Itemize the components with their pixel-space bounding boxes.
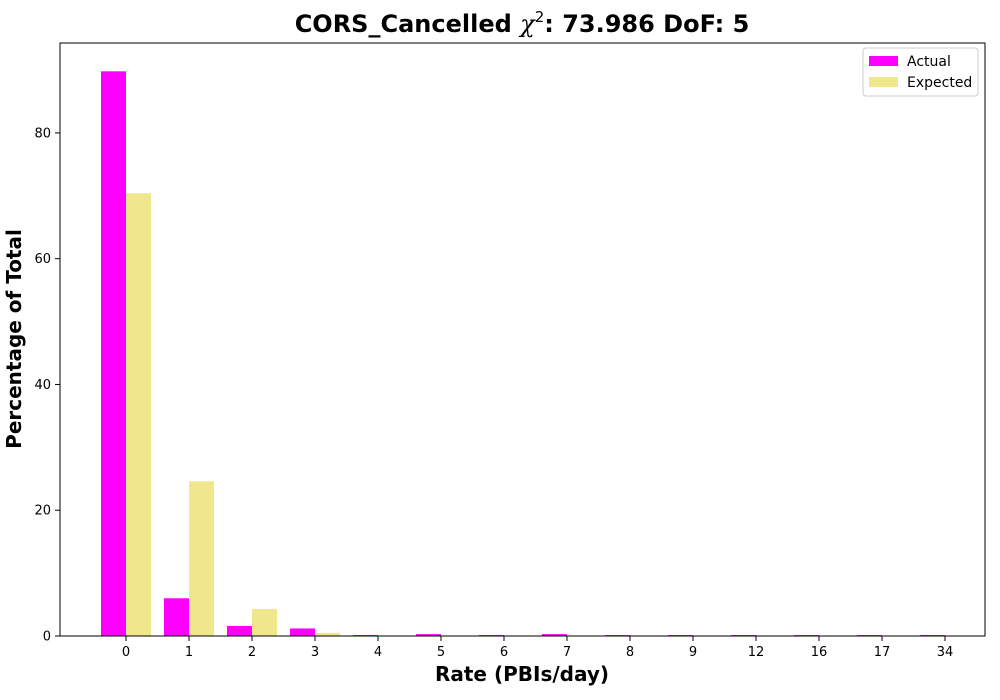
y-tick-label: 0: [43, 630, 51, 645]
x-tick-label: 6: [500, 645, 508, 660]
x-tick-label: 9: [689, 645, 697, 660]
title-sup: 2: [535, 8, 545, 26]
y-axis-label: Percentage of Total: [2, 229, 26, 449]
x-tick-label: 16: [811, 645, 828, 660]
x-tick-label: 1: [185, 645, 193, 660]
bar-actual-7: [542, 634, 567, 636]
y-tick-label: 20: [34, 504, 51, 519]
x-tick-label: 34: [937, 645, 954, 660]
x-axis-label: Rate (PBIs/day): [435, 662, 609, 686]
x-tick-label: 17: [874, 645, 891, 660]
y-tick-label: 40: [34, 378, 51, 393]
bar-actual-3: [290, 628, 315, 636]
x-tick-label: 0: [122, 645, 130, 660]
x-tick-label: 5: [437, 645, 445, 660]
x-tick-label: 7: [563, 645, 571, 660]
y-axis-ticks: 0 20 40 60 80: [34, 126, 60, 645]
bar-expected-0: [126, 193, 151, 636]
legend-swatch-expected: [869, 77, 898, 87]
title-prefix: CORS_Cancelled: [295, 10, 520, 38]
bar-actual-0: [101, 71, 126, 637]
legend-label-actual: Actual: [907, 54, 951, 70]
bar-expected-1: [189, 481, 214, 636]
y-tick-label: 80: [34, 126, 51, 141]
bar-actual-5: [416, 634, 441, 636]
x-tick-label: 12: [748, 645, 765, 660]
bar-expected-3: [315, 632, 340, 636]
bar-actual-1: [164, 598, 189, 636]
legend: Actual Expected: [862, 47, 979, 97]
legend-label-expected: Expected: [907, 75, 972, 91]
x-tick-label: 8: [626, 645, 634, 660]
legend-swatch-actual: [869, 56, 898, 66]
bar-actual-2: [227, 625, 252, 636]
title-chi: χ: [518, 10, 536, 38]
x-tick-label: 2: [248, 645, 256, 660]
chart-title: CORS_Cancelled χ2: 73.986 DoF: 5: [295, 8, 750, 38]
y-tick-label: 60: [34, 252, 51, 267]
x-axis-ticks: 0 1 2 3 4 5 6 7 8 9 12 16 17 34: [122, 636, 953, 660]
bar-expected-2: [252, 608, 277, 636]
title-suffix: : 73.986 DoF: 5: [544, 10, 749, 38]
bars: [101, 71, 945, 637]
x-tick-label: 3: [311, 645, 319, 660]
plot-frame: [59, 42, 986, 637]
x-tick-label: 4: [374, 645, 382, 660]
